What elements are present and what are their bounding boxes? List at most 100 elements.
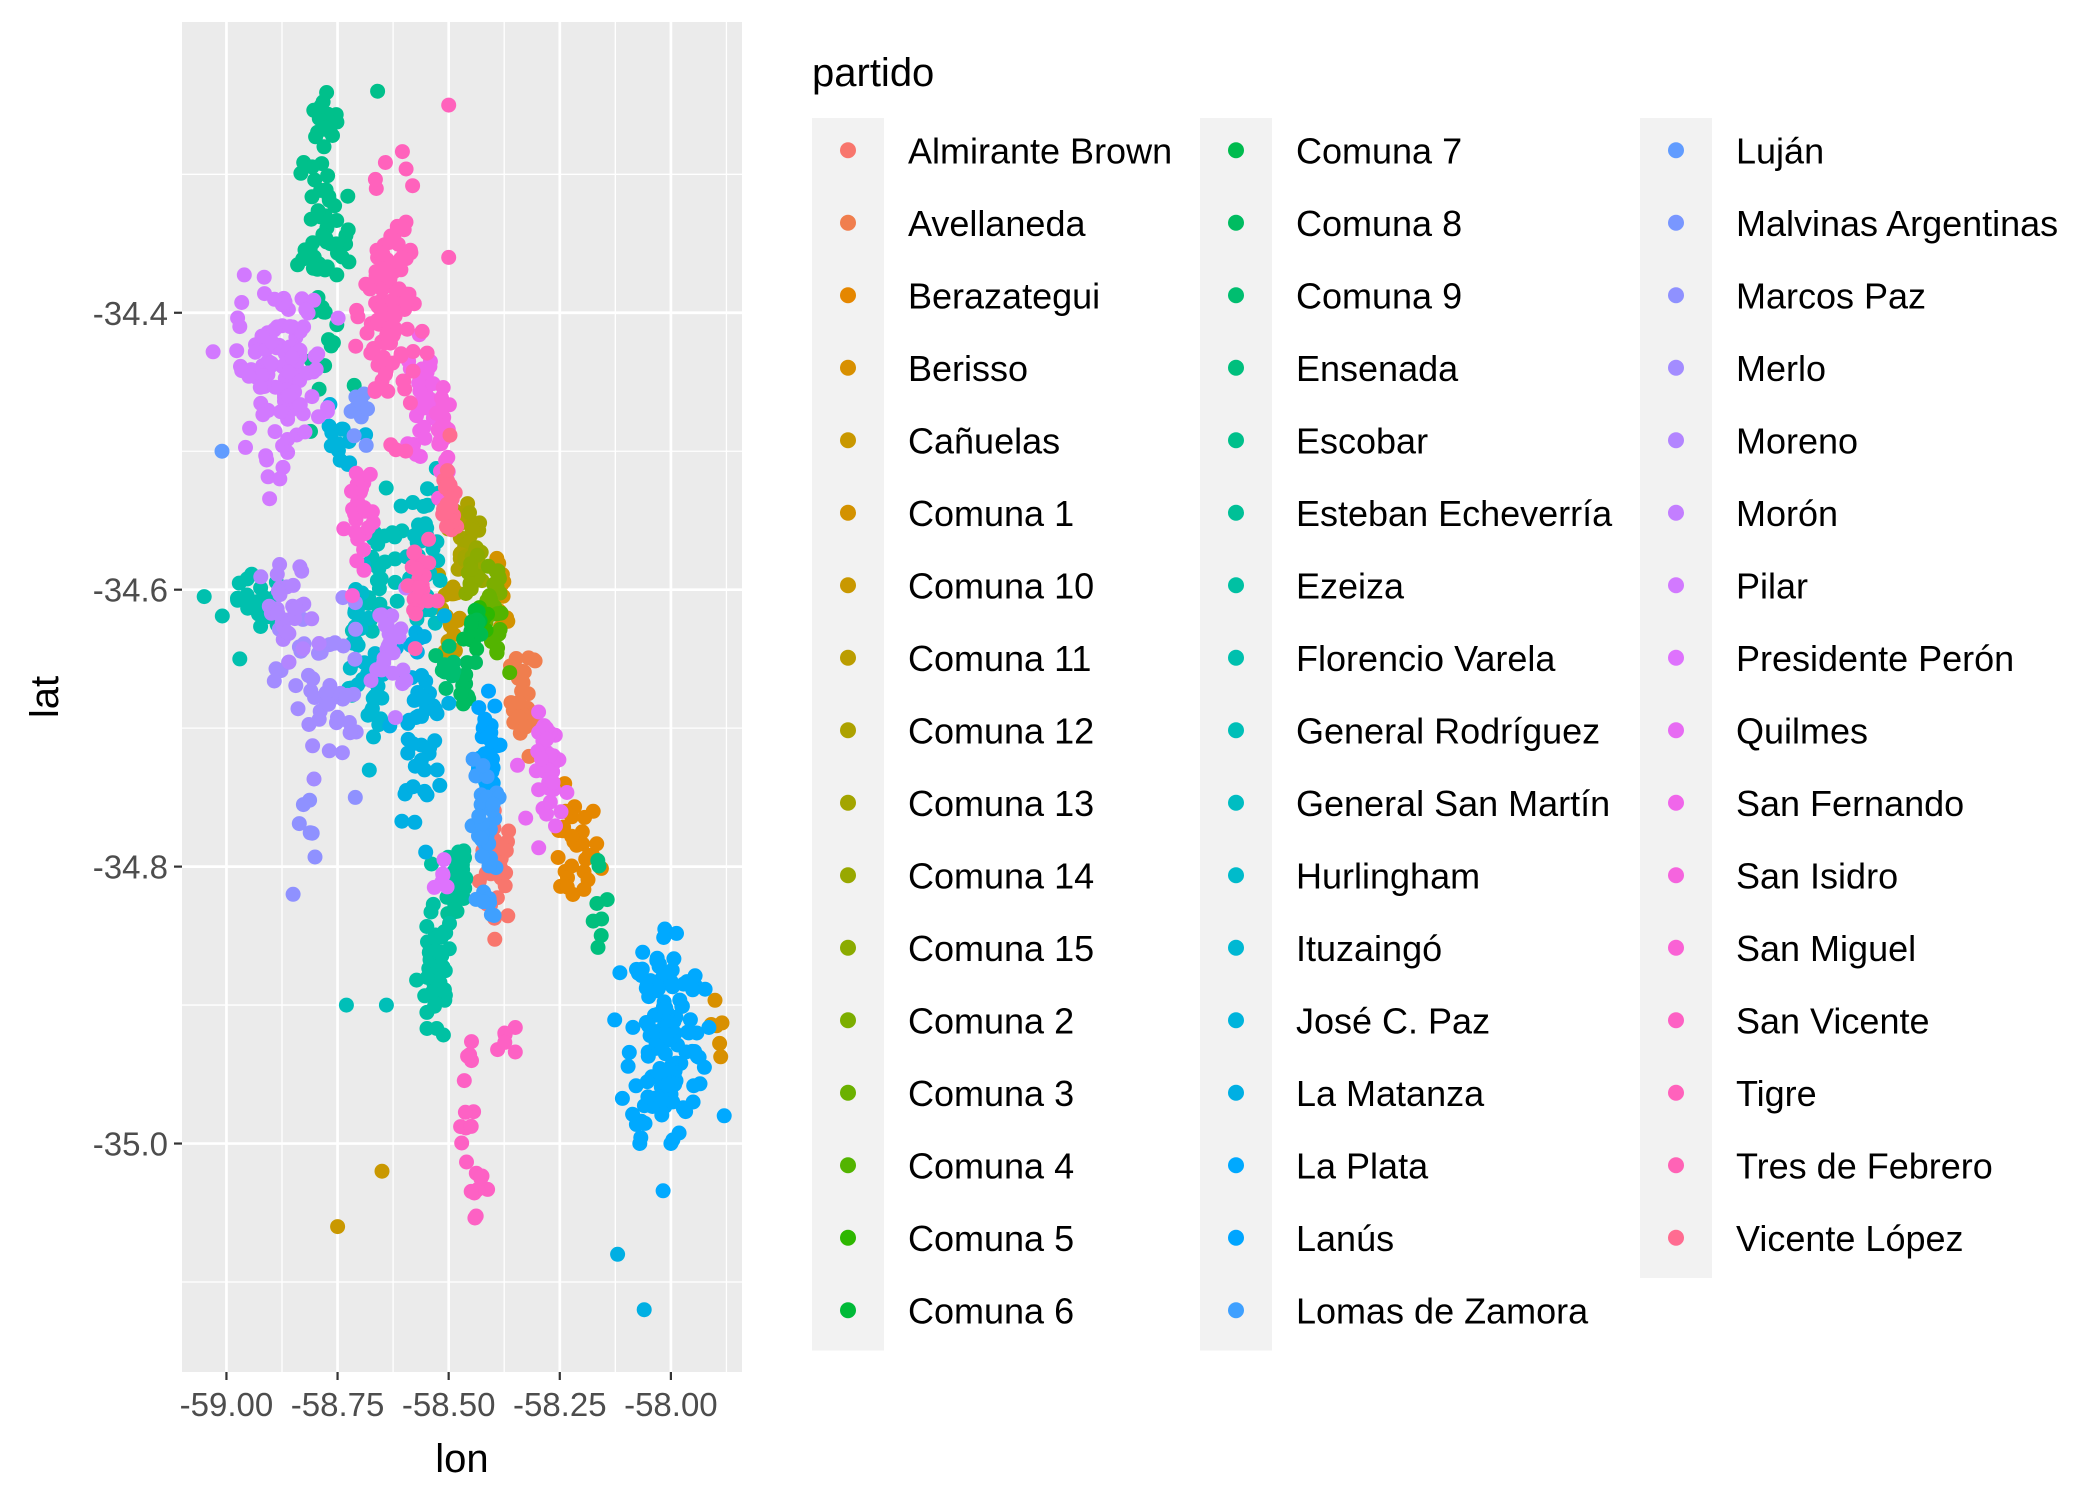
point-tigre xyxy=(405,363,421,379)
point-tigre xyxy=(374,281,390,297)
point-la-plata xyxy=(635,944,651,960)
point-tres-de-febrero xyxy=(407,544,423,560)
point-moreno xyxy=(269,566,285,582)
point-tigre xyxy=(373,301,388,317)
point-florencio-varela xyxy=(253,619,269,634)
legend-label-jose-c-paz: José C. Paz xyxy=(1296,1000,1490,1041)
point-marcos-paz xyxy=(295,797,311,813)
legend-label-lomas-de-zamora: Lomas de Zamora xyxy=(1296,1290,1589,1331)
point-general-rodriguez xyxy=(338,997,354,1013)
point-moron xyxy=(372,607,388,623)
point-comuna-8 xyxy=(453,686,469,702)
point-berazategui xyxy=(589,836,605,852)
point-tigre xyxy=(398,294,414,309)
legend-label-lujan: Luján xyxy=(1736,130,1824,171)
point-ituzaingo xyxy=(371,717,387,733)
point-avellaneda xyxy=(518,719,534,735)
point-la-matanza xyxy=(417,783,433,799)
point-la-plata xyxy=(697,981,713,997)
legend-key-comuna-15 xyxy=(840,939,856,956)
legend-label-general-san-martin: General San Martín xyxy=(1296,783,1610,824)
legend-label-tigre: Tigre xyxy=(1736,1073,1817,1114)
point-tres-de-febrero xyxy=(408,606,424,622)
point-tigre xyxy=(399,321,415,337)
point-la-plata xyxy=(669,925,684,941)
legend-label-berisso: Berisso xyxy=(908,348,1028,389)
point-la-matanza xyxy=(437,608,452,624)
point-escobar xyxy=(310,203,326,219)
point-pilar xyxy=(254,368,270,384)
point-vicente-lopez xyxy=(439,496,455,512)
point-quilmes xyxy=(548,818,563,834)
point-tigre xyxy=(367,381,383,397)
point-pilar xyxy=(263,355,279,371)
point-quilmes xyxy=(518,810,534,826)
point-san-vicente xyxy=(464,1034,479,1050)
point-san-miguel xyxy=(364,504,380,520)
point-escobar xyxy=(304,189,320,205)
point-pilar xyxy=(252,379,268,395)
x-axis: -59.00 -58.75 -58.50 -58.25 -58.00 xyxy=(180,1372,718,1423)
point-pilar xyxy=(254,328,270,344)
point-lanus xyxy=(471,700,487,716)
legend-key-florencio-varela xyxy=(1228,649,1244,666)
point-ezeiza xyxy=(433,944,449,960)
point-san-vicente xyxy=(459,1154,474,1170)
legend-key-general-rodriguez xyxy=(1228,722,1244,739)
point-quilmes xyxy=(528,763,544,779)
point-avellaneda xyxy=(514,663,530,679)
point-merlo xyxy=(305,671,321,687)
legend-key-presidente-peron xyxy=(1668,649,1684,666)
legend-key-quilmes xyxy=(1668,722,1684,739)
point-escobar xyxy=(295,251,311,267)
legend-label-comuna-5: Comuna 5 xyxy=(908,1218,1074,1259)
point-tigre xyxy=(377,155,393,170)
point-ezeiza xyxy=(423,904,439,920)
point-la-plata xyxy=(625,1019,641,1035)
point-pilar xyxy=(267,379,283,395)
point-la-plata xyxy=(625,1106,641,1122)
point-la-matanza xyxy=(429,706,445,722)
point-escobar xyxy=(329,213,345,228)
point-san-vicente xyxy=(463,1183,479,1199)
legend-key-moreno xyxy=(1668,432,1684,449)
point-tres-de-febrero xyxy=(407,641,423,657)
point-merlo xyxy=(321,696,337,712)
legend-label-comuna-13: Comuna 13 xyxy=(908,783,1094,824)
point-la-matanza xyxy=(411,708,426,724)
point-merlo xyxy=(334,745,350,761)
legend-title: partido xyxy=(812,51,934,95)
point-hurlingham xyxy=(348,634,364,650)
point-moron xyxy=(385,645,401,661)
legend-key-lomas-de-zamora xyxy=(1228,1302,1244,1319)
point-la-plata xyxy=(716,1108,732,1124)
point-tigre xyxy=(362,281,378,297)
point-moreno xyxy=(279,624,295,640)
point-la-plata xyxy=(659,1028,675,1043)
point-merlo xyxy=(327,635,343,651)
point-san-miguel xyxy=(336,521,352,537)
point-tigre xyxy=(375,349,391,365)
point-la-matanza xyxy=(407,814,423,830)
point-comuna-9 xyxy=(428,648,444,664)
grid-major xyxy=(182,22,742,1372)
point-la-plata xyxy=(666,951,682,967)
point-jose-c-paz xyxy=(321,418,337,434)
point-pilar xyxy=(275,459,291,475)
point-comuna-13 xyxy=(464,522,480,538)
legend-label-lanus: Lanús xyxy=(1296,1218,1394,1259)
point-almirante-brown xyxy=(500,908,516,924)
legend-label-marcos-paz: Marcos Paz xyxy=(1736,275,1926,316)
y-tick-label: -34.4 xyxy=(93,295,168,332)
legend-key-marcos-paz xyxy=(1668,287,1684,304)
point-la-plata xyxy=(607,1012,623,1028)
point-berazategui xyxy=(577,809,593,825)
point-san-miguel xyxy=(348,465,364,481)
point-pilar xyxy=(236,267,252,283)
legend-label-comuna-1: Comuna 1 xyxy=(908,493,1074,534)
point-la-plata xyxy=(657,1046,673,1062)
point-florencio-varela xyxy=(239,571,255,587)
point-merlo xyxy=(268,661,284,677)
legend-label-comuna-15: Comuna 15 xyxy=(908,928,1094,969)
x-tick-label: -58.25 xyxy=(513,1386,607,1423)
